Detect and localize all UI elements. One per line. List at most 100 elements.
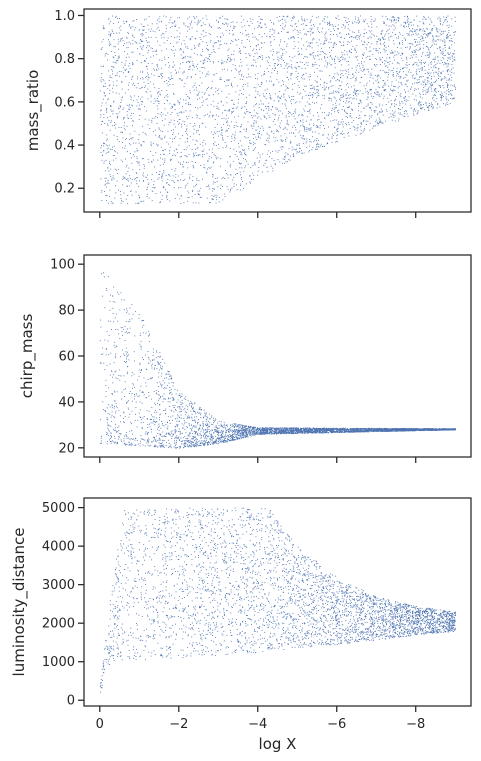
data-point [132, 136, 134, 138]
data-point [341, 56, 343, 58]
data-point [254, 163, 256, 165]
data-point [359, 103, 360, 105]
data-point [289, 65, 291, 67]
data-point [439, 75, 441, 77]
data-point [152, 50, 154, 52]
data-point [236, 184, 237, 186]
data-point [112, 155, 114, 157]
data-point [186, 138, 188, 140]
data-point [381, 93, 383, 95]
data-point [356, 51, 357, 53]
data-point [372, 54, 374, 55]
data-point [338, 112, 340, 114]
data-point [203, 100, 204, 102]
data-point [227, 85, 229, 86]
data-point [304, 20, 306, 22]
data-point [405, 84, 407, 86]
data-point [353, 95, 354, 97]
data-point [204, 58, 205, 60]
y-tick-label: 0.8 [54, 52, 75, 67]
data-point [238, 51, 240, 53]
data-point [235, 91, 237, 93]
data-point [394, 100, 396, 102]
data-point [447, 15, 449, 17]
data-point [164, 58, 166, 60]
data-point [388, 37, 390, 39]
data-point [313, 86, 315, 88]
data-point [253, 148, 255, 150]
data-point [441, 73, 442, 75]
data-point [394, 111, 396, 113]
data-point [190, 104, 192, 105]
data-point [310, 94, 311, 96]
data-point [289, 56, 291, 57]
data-point [426, 71, 428, 73]
data-point [328, 62, 330, 64]
data-point [328, 100, 330, 102]
data-point [238, 73, 240, 75]
data-point [179, 67, 181, 69]
data-point [291, 37, 292, 39]
data-point [317, 95, 319, 97]
data-point [304, 90, 306, 92]
data-point [360, 130, 362, 132]
data-point [412, 77, 414, 79]
data-point [379, 122, 380, 124]
data-point [342, 105, 344, 107]
data-point [290, 140, 292, 142]
data-point [252, 178, 254, 180]
data-point [214, 442, 216, 444]
data-point [428, 103, 430, 104]
data-point [454, 50, 455, 52]
data-point [152, 190, 154, 192]
data-point [284, 19, 286, 21]
data-point [245, 57, 247, 59]
data-point [275, 150, 277, 152]
data-point [131, 371, 133, 373]
data-point [99, 90, 101, 92]
data-point [184, 141, 186, 143]
data-point [159, 16, 161, 18]
data-point [154, 166, 156, 168]
data-point [160, 191, 161, 193]
data-point [445, 37, 447, 39]
data-point [433, 89, 435, 91]
data-point [395, 79, 397, 81]
data-point [431, 78, 433, 80]
data-point [293, 47, 295, 49]
data-point [246, 77, 248, 78]
data-point [258, 160, 260, 162]
data-point [256, 78, 258, 80]
data-point [166, 48, 168, 50]
data-point [198, 202, 200, 204]
data-point [176, 152, 178, 153]
data-point [208, 418, 210, 420]
data-point [257, 113, 259, 114]
data-point [100, 49, 102, 50]
data-point [284, 61, 285, 63]
data-point [348, 41, 350, 43]
data-point [405, 57, 407, 59]
data-point [430, 62, 431, 64]
data-point [266, 166, 268, 168]
data-point [309, 139, 311, 140]
data-point [314, 131, 316, 133]
data-point [104, 55, 106, 57]
data-point [282, 162, 284, 164]
data-point [447, 85, 449, 86]
data-point [393, 56, 395, 58]
data-point [166, 100, 168, 102]
data-point [175, 69, 177, 71]
data-point [196, 16, 198, 18]
data-point [147, 41, 148, 43]
data-point [228, 78, 230, 80]
data-point [282, 428, 284, 430]
data-point [114, 127, 116, 129]
data-point [191, 149, 193, 151]
data-point [240, 152, 242, 154]
data-point [408, 71, 410, 73]
data-point [163, 124, 165, 126]
data-point [154, 187, 156, 189]
data-point [359, 133, 361, 135]
data-point [370, 72, 372, 74]
